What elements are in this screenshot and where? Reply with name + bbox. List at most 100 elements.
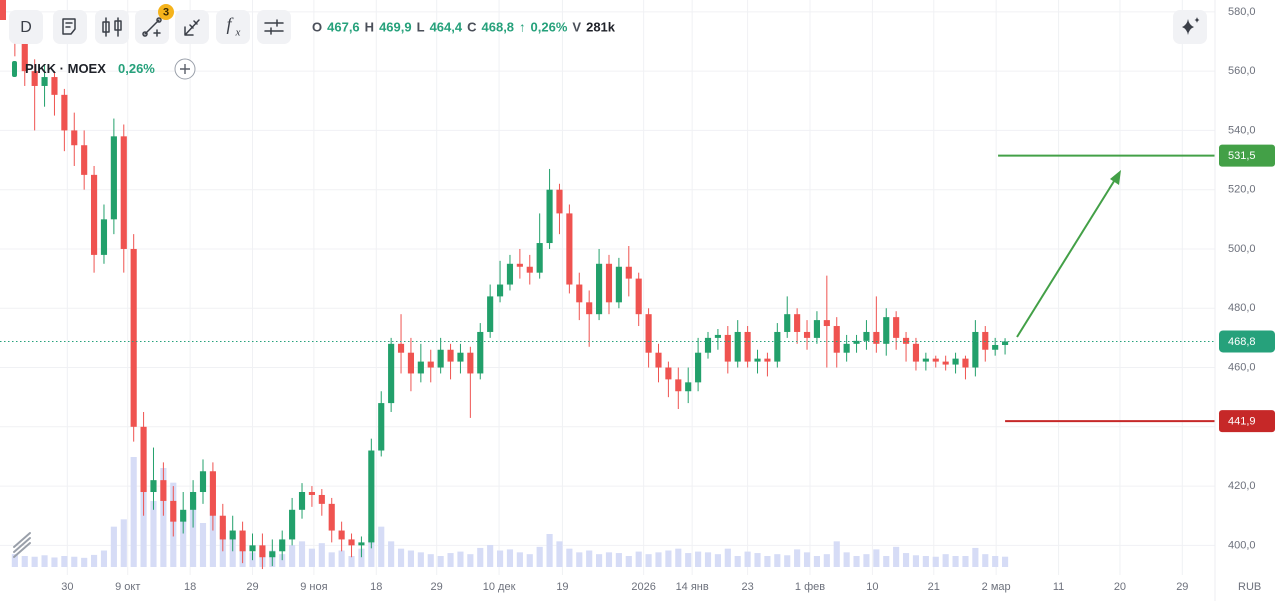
x-tick-label: 9 окт xyxy=(115,581,140,593)
candle-body xyxy=(239,530,246,552)
volume-bar xyxy=(843,552,850,567)
volume-bar xyxy=(863,554,870,567)
volume-bar xyxy=(774,554,781,567)
candle-body xyxy=(368,450,375,543)
candle-body xyxy=(81,145,88,175)
volume-bar xyxy=(130,457,137,567)
candle-body xyxy=(546,189,553,244)
volume-bar xyxy=(883,556,890,567)
chart-type-button[interactable] xyxy=(95,10,129,44)
x-tick-label: 29 xyxy=(431,581,443,593)
candle-body xyxy=(160,480,167,501)
x-tick-label: 19 xyxy=(556,581,568,593)
trend-arrow[interactable] xyxy=(1016,177,1117,338)
volume-bar xyxy=(318,543,325,567)
x-tick-label: 11 xyxy=(1053,581,1064,593)
candle-body xyxy=(972,331,979,368)
candle-body xyxy=(853,340,860,344)
x-tick-label: 21 xyxy=(928,581,940,593)
candle-body xyxy=(41,77,48,86)
price-axis-bg xyxy=(1215,0,1280,601)
settings-icon xyxy=(264,19,284,35)
volume-bar xyxy=(695,551,702,567)
y-tick-label: 500,0 xyxy=(1228,243,1256,255)
level-tag xyxy=(1219,144,1275,167)
indicators-button[interactable] xyxy=(216,10,250,44)
candle-body xyxy=(487,296,494,332)
candle-body xyxy=(150,480,157,493)
volume-bar xyxy=(447,553,454,567)
volume-bar xyxy=(407,550,415,567)
add-icon xyxy=(180,64,190,74)
candle-body xyxy=(378,403,385,451)
candle-body xyxy=(506,263,514,285)
ohlc-header: O 467,6 H 469,9 L 464,4 C 468,8 ↑ 0,26% V 281k xyxy=(312,19,616,34)
x-tick-label: 9 ноя xyxy=(300,581,327,593)
volume-bar xyxy=(566,548,573,567)
candle-body xyxy=(902,337,910,344)
volume-bar xyxy=(734,556,741,567)
candle-body xyxy=(675,379,682,392)
candle-body xyxy=(992,345,999,350)
candle-body xyxy=(932,358,939,362)
logo-icon xyxy=(13,532,31,558)
volume-bar xyxy=(289,545,296,567)
change-arrow: ↑ xyxy=(519,19,526,34)
candle-body xyxy=(912,343,920,362)
badge xyxy=(158,4,174,20)
candle-body xyxy=(873,331,880,344)
volume-bar xyxy=(160,468,167,567)
candle-body xyxy=(526,266,533,273)
volume-bar xyxy=(298,541,306,567)
candle-body xyxy=(704,337,712,353)
candle-body xyxy=(397,343,405,353)
volume-bar xyxy=(625,556,632,567)
candle-body xyxy=(229,530,236,540)
volume-bar xyxy=(992,556,999,567)
y-tick-label: 400,0 xyxy=(1228,539,1256,551)
volume-bar xyxy=(833,541,840,567)
x-tick-label: 23 xyxy=(741,581,753,593)
x-tick-label: 20 xyxy=(1114,581,1126,593)
y-tick-label: 420,0 xyxy=(1228,480,1256,492)
candle-body xyxy=(269,551,276,558)
volume-bar xyxy=(427,554,434,567)
candle-body xyxy=(318,494,325,504)
candle-body xyxy=(289,509,296,540)
candle-body xyxy=(71,130,78,146)
volume-bar xyxy=(576,552,583,567)
candle-body xyxy=(922,358,929,362)
volume-bar xyxy=(803,552,811,567)
candle-body xyxy=(338,530,345,540)
volume-bar xyxy=(368,534,375,567)
volume-bar xyxy=(902,553,910,567)
volume-bar xyxy=(526,554,533,567)
candle-body xyxy=(348,539,355,546)
volume-bar xyxy=(516,552,523,567)
ohlc-key: O xyxy=(312,19,322,34)
candle-body xyxy=(794,314,801,332)
level-label: 441,9 xyxy=(1228,416,1256,428)
interval-label[interactable]: D xyxy=(20,19,32,36)
symbol-color xyxy=(12,61,17,77)
symbol-change: 0,26% xyxy=(118,61,155,76)
volume-bar xyxy=(338,550,345,567)
candle-body xyxy=(734,331,741,362)
candle-body xyxy=(803,331,811,338)
candle-body xyxy=(596,263,603,315)
interval-button[interactable] xyxy=(9,10,43,44)
candle-body xyxy=(655,352,662,368)
volume-bar xyxy=(972,547,979,567)
candle-body xyxy=(21,41,28,72)
volume-bar xyxy=(378,526,385,567)
candle-body xyxy=(615,266,622,303)
notes-icon xyxy=(62,18,76,35)
volume-bar xyxy=(477,547,484,567)
settings-button[interactable] xyxy=(257,10,291,44)
candle-body xyxy=(170,500,177,522)
level-tag xyxy=(1219,410,1275,433)
volume-bar xyxy=(308,548,315,567)
candle-body xyxy=(883,317,890,344)
